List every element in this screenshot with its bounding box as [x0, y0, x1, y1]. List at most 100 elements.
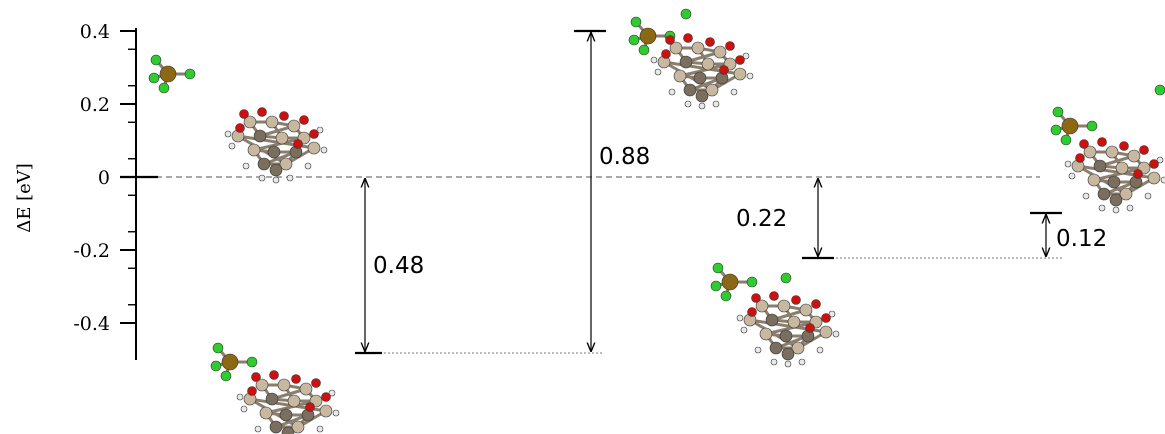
- atom: [713, 45, 727, 59]
- cage-molecule-adsorbed: [236, 370, 340, 434]
- atom: [251, 372, 261, 382]
- atom: [210, 360, 222, 372]
- atom: [246, 356, 258, 368]
- atom: [698, 102, 706, 110]
- atom: [239, 109, 249, 119]
- atom: [309, 129, 319, 139]
- atom: [184, 68, 196, 80]
- gap-barrier-label: 0.88: [599, 144, 650, 170]
- atom: [791, 341, 805, 355]
- atom: [159, 65, 177, 83]
- atom: [1052, 106, 1064, 118]
- atom: [1139, 145, 1149, 155]
- atom: [821, 313, 831, 323]
- atom: [1093, 159, 1107, 173]
- atom: [669, 41, 683, 55]
- atom: [1068, 172, 1076, 180]
- atom: [1147, 171, 1161, 185]
- atom: [805, 323, 815, 333]
- atom: [791, 295, 801, 305]
- atom: [1119, 141, 1129, 151]
- atom: [665, 35, 675, 45]
- atom: [275, 131, 289, 145]
- atom: [1061, 117, 1079, 135]
- y-tick-label: -0.2: [73, 240, 110, 262]
- atom: [1050, 124, 1062, 136]
- atom: [740, 326, 748, 334]
- metal-chloride-cluster-intermediate: [710, 262, 758, 302]
- cage-molecule-intermediate: [736, 291, 840, 368]
- atom: [770, 358, 778, 366]
- atom: [332, 409, 340, 417]
- atom: [293, 139, 303, 149]
- atom: [1075, 153, 1085, 163]
- atom: [730, 88, 738, 96]
- atom: [265, 392, 279, 406]
- atom: [736, 314, 744, 322]
- metal-chloride-cluster-adsorbed: [210, 342, 258, 382]
- atom: [255, 378, 269, 392]
- atom: [755, 299, 769, 313]
- atom: [630, 16, 642, 28]
- y-axis-title: ΔE [eV]: [14, 163, 35, 233]
- atom: [650, 56, 658, 64]
- atom: [787, 315, 801, 329]
- atom: [220, 370, 232, 382]
- atom: [705, 83, 719, 97]
- cage-molecule-final: [1064, 137, 1165, 214]
- atom: [765, 313, 779, 327]
- atom: [639, 27, 657, 45]
- y-tick-label: 0.4: [80, 21, 110, 43]
- bond: [249, 397, 299, 429]
- atom: [1083, 145, 1097, 159]
- atom: [269, 370, 279, 380]
- atom: [798, 358, 806, 366]
- atom: [1127, 149, 1141, 163]
- y-tick-label: 0: [98, 167, 110, 189]
- atom: [228, 142, 236, 150]
- atom: [780, 272, 792, 284]
- atom: [701, 57, 715, 71]
- atom: [679, 55, 693, 69]
- atom: [279, 157, 293, 171]
- atom: [712, 100, 720, 108]
- atom: [1060, 134, 1072, 146]
- atom: [299, 115, 309, 125]
- atom: [811, 299, 821, 309]
- atom: [277, 378, 291, 392]
- atom: [684, 100, 692, 108]
- atom: [247, 386, 257, 396]
- atom: [305, 402, 315, 412]
- atom: [253, 129, 267, 143]
- atom: [319, 404, 333, 418]
- atom: [1097, 187, 1111, 201]
- atom: [269, 420, 283, 434]
- atom: [712, 262, 724, 274]
- atom: [254, 425, 262, 433]
- atom: [816, 346, 824, 354]
- y-tick-label: -0.4: [73, 313, 110, 335]
- atom: [746, 72, 754, 80]
- atom: [832, 330, 840, 338]
- atom: [221, 353, 239, 371]
- atom: [680, 8, 692, 20]
- atom: [769, 291, 779, 301]
- atom: [1098, 204, 1106, 212]
- atom: [719, 65, 729, 75]
- atom: [638, 44, 650, 56]
- atom: [258, 174, 266, 182]
- atom: [1107, 175, 1121, 189]
- atom: [267, 145, 281, 159]
- reference-lines: [136, 176, 1062, 354]
- atom: [287, 119, 301, 133]
- atom: [721, 273, 739, 291]
- atom: [1149, 159, 1159, 169]
- atom: [742, 52, 750, 60]
- bond: [663, 60, 713, 92]
- atom: [1133, 169, 1143, 179]
- atom: [286, 174, 294, 182]
- atom: [693, 71, 707, 85]
- atom: [1154, 84, 1165, 96]
- atom: [747, 307, 757, 317]
- energy-levels: [120, 29, 1062, 355]
